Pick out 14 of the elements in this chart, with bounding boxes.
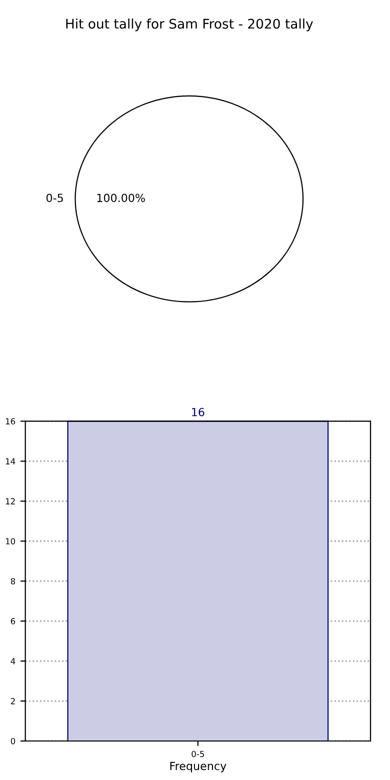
data-label: 16 [192, 408, 204, 416]
x-axis-title: Frequency [170, 762, 226, 772]
data-label: 100.00% [97, 194, 145, 202]
y-tick-label: 14 [6, 458, 16, 464]
y-tick-label: 12 [6, 498, 15, 504]
y-tick-label: 6 [10, 618, 16, 624]
y-tick-label: 0 [10, 738, 16, 744]
y-tick-label: 2 [10, 698, 15, 704]
chart-title: Hit out tally for Sam Frost - 2020 tally [66, 18, 313, 32]
y-tick-label: 4 [10, 658, 16, 664]
y-tick-label: 16 [6, 418, 16, 424]
y-tick-label: 8 [10, 578, 16, 584]
y-tick-label: 10 [6, 538, 16, 544]
slice-label: 0-5 [46, 194, 63, 202]
